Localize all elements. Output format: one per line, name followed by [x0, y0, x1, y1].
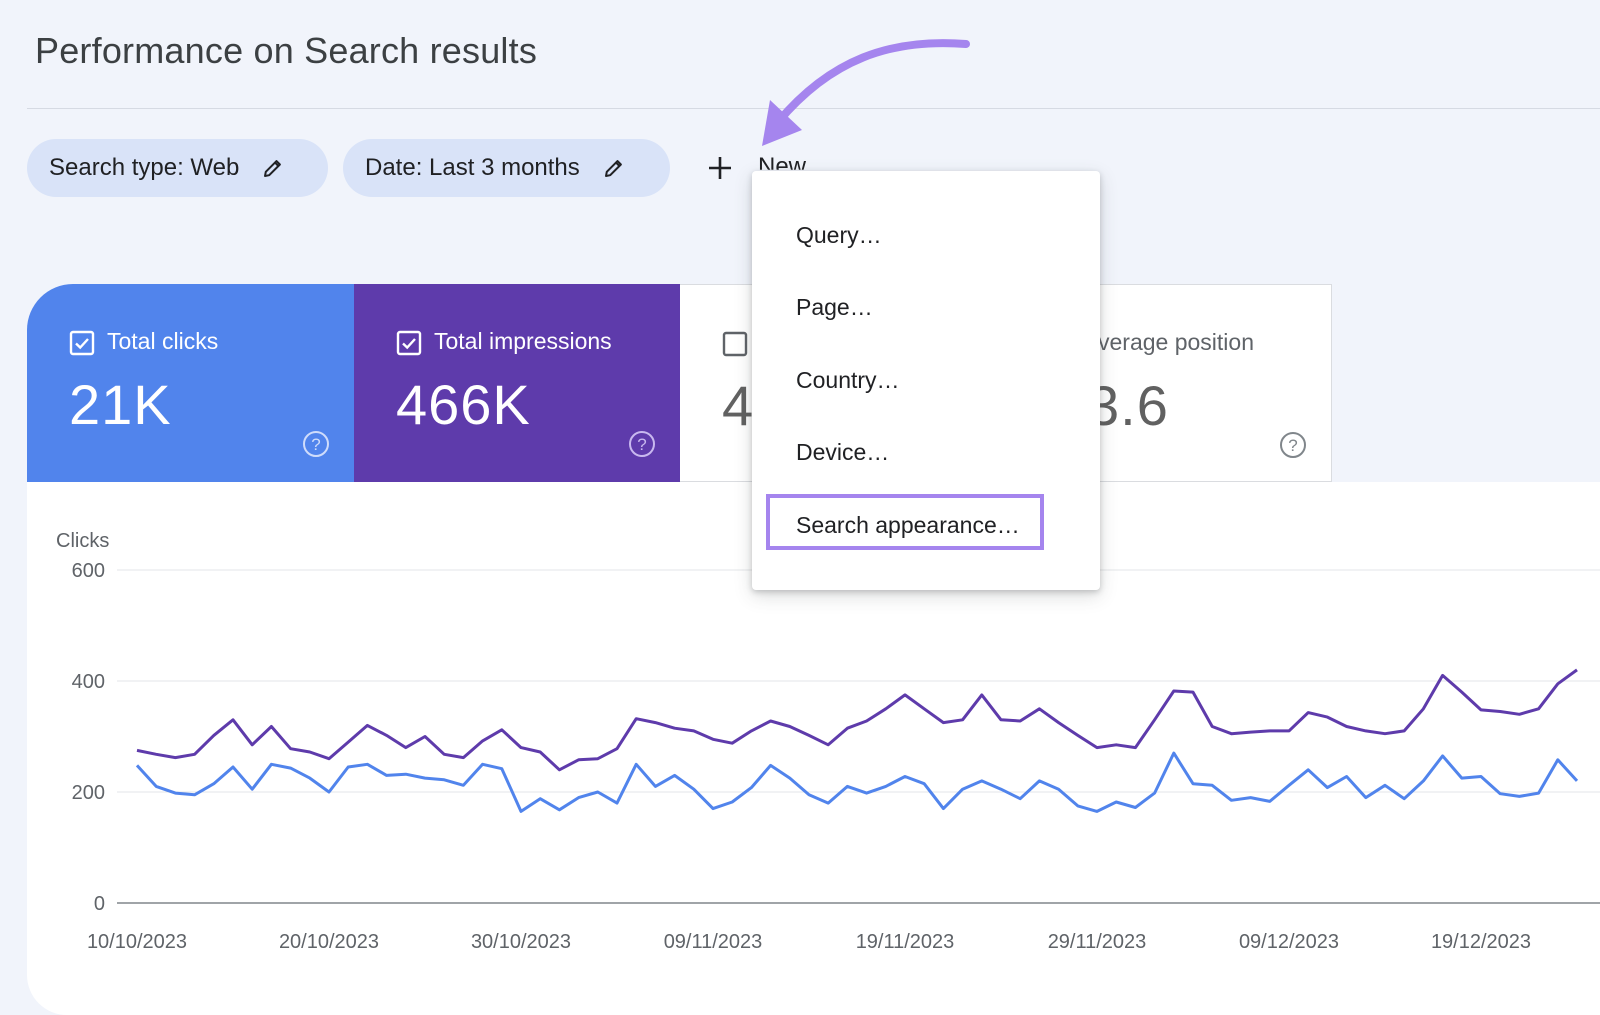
chart-y-tick-label: 400	[72, 671, 105, 693]
total-impressions-value: 466K	[396, 373, 531, 436]
total-clicks-label: Total clicks	[107, 328, 219, 354]
average-position-label: verage position	[1098, 329, 1254, 355]
chart-x-tick-label: 20/10/2023	[279, 931, 379, 953]
title-divider	[27, 108, 1600, 109]
search-type-filter-label: Search type: Web	[49, 154, 240, 181]
svg-text:?: ?	[311, 435, 320, 454]
checkbox-checked-icon[interactable]	[69, 330, 95, 356]
new-filter-button[interactable]: New	[706, 146, 806, 190]
svg-text:?: ?	[637, 435, 646, 454]
chart-y-axis-label: Clicks	[56, 530, 109, 552]
checkbox-unchecked-icon[interactable]	[722, 331, 748, 357]
checkbox-checked-icon[interactable]	[396, 330, 422, 356]
pencil-icon[interactable]	[261, 156, 285, 180]
plus-icon	[709, 157, 731, 179]
total-clicks-value: 21K	[69, 373, 172, 436]
pencil-icon[interactable]	[602, 156, 626, 180]
chart-x-tick-label: 09/12/2023	[1239, 931, 1339, 953]
chart-x-tick-label: 29/11/2023	[1048, 931, 1147, 953]
help-icon[interactable]: ?	[302, 430, 330, 458]
menu-item-search-appearance[interactable]: Search appearance…	[796, 512, 1020, 538]
total-impressions-label: Total impressions	[434, 328, 612, 354]
chart-y-tick-label: 0	[94, 893, 105, 915]
total-impressions-card[interactable]: Total impressions 466K ?	[354, 284, 680, 482]
help-icon[interactable]: ?	[628, 430, 656, 458]
menu-item-page[interactable]: Page…	[796, 294, 873, 320]
menu-item-device[interactable]: Device…	[796, 439, 890, 465]
average-ctr-value: 4	[722, 374, 755, 437]
chart-y-tick-label: 600	[72, 560, 105, 582]
search-type-filter-chip[interactable]: Search type: Web	[27, 139, 328, 197]
help-icon[interactable]: ?	[1279, 431, 1307, 459]
chart-x-tick-label: 19/12/2023	[1431, 931, 1531, 953]
menu-item-country[interactable]: Country…	[796, 367, 900, 393]
new-filter-label: New	[758, 153, 807, 180]
chart-y-tick-label: 200	[72, 782, 105, 804]
chart-x-tick-label: 09/11/2023	[664, 931, 763, 953]
page-title: Performance on Search results	[35, 30, 538, 71]
chart-x-tick-label: 10/10/2023	[87, 931, 187, 953]
total-clicks-card[interactable]: Total clicks 21K ?	[27, 284, 354, 482]
date-filter-label: Date: Last 3 months	[365, 154, 580, 181]
date-filter-chip[interactable]: Date: Last 3 months	[343, 139, 670, 197]
search-appearance-highlight-box	[766, 494, 1044, 550]
menu-item-query[interactable]: Query…	[796, 222, 882, 248]
chart-x-tick-label: 19/11/2023	[856, 931, 955, 953]
annotation-arrow-icon	[762, 39, 970, 146]
svg-text:?: ?	[1288, 436, 1297, 455]
chart-x-tick-label: 30/10/2023	[471, 931, 571, 953]
impressions-series-line	[136, 668, 1578, 772]
clicks-series-line	[135, 751, 1579, 813]
performance-chart: Clicks 600 400 200 0 10/10/2023 20/10/2023 30…	[56, 530, 1600, 953]
average-position-value: 3.6	[1088, 374, 1169, 437]
new-filter-dropdown-menu: Query… Page… Country… Device… Search app…	[752, 171, 1100, 590]
